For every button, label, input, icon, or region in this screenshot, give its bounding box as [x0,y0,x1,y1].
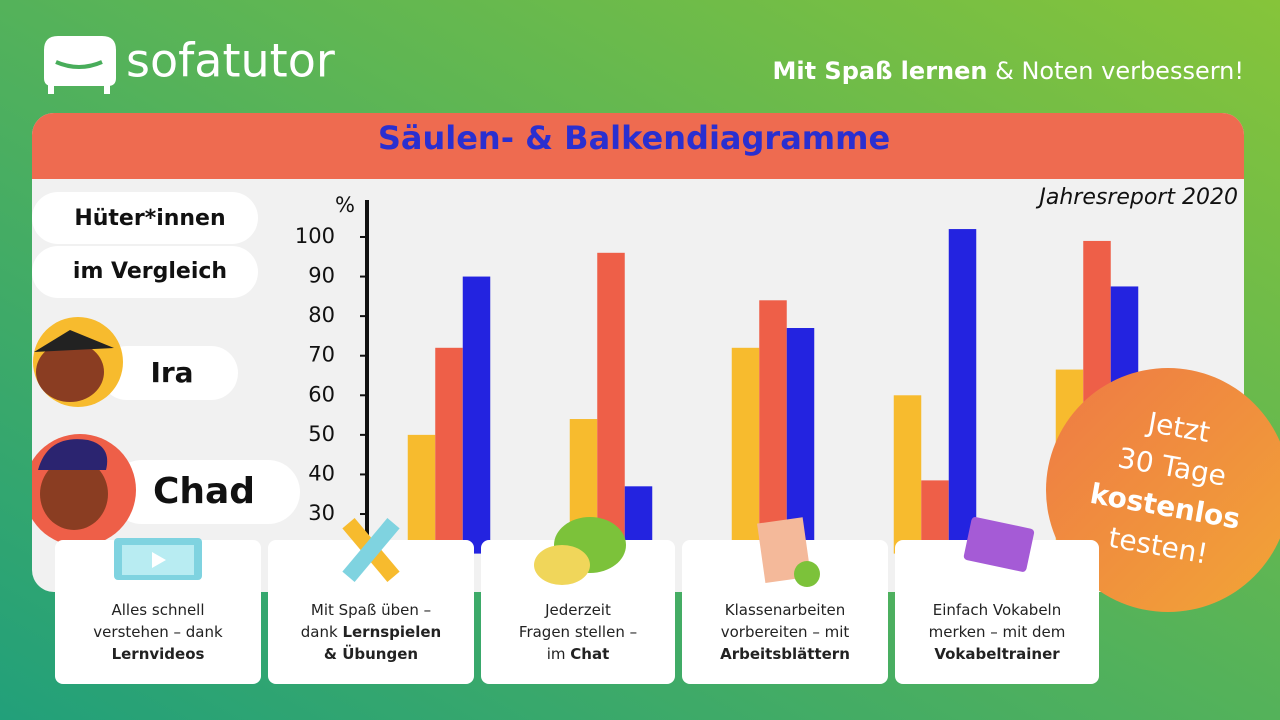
tagline: Mit Spaß lernen & Noten verbessern! [772,57,1244,85]
y-tick-label: 80 [308,303,335,327]
pill [110,460,300,524]
feature-text: Klassenarbeiten [725,601,845,619]
y-tick-label: 60 [308,382,335,406]
bar [786,328,815,554]
logo [44,36,116,94]
bar [407,434,436,554]
pill [100,346,238,400]
tagline-bold: Mit Spaß lernen [772,57,987,85]
bar [759,300,787,554]
feature-icon [963,516,1035,572]
feature-card[interactable] [481,540,675,684]
feature-card[interactable] [55,540,261,684]
feature-text: Arbeitsblättern [720,645,850,663]
feature-text: Alles schnell [111,601,204,619]
feature-text: dank Lernspielen [301,623,441,641]
y-tick-label: 50 [308,422,335,446]
feature-icon [342,518,400,582]
feature-text: & Übungen [324,644,418,663]
feature-icon [757,517,820,587]
feature-text-part: Chat [570,645,609,663]
avatar-face [40,458,108,530]
y-tick-label: 90 [308,264,335,288]
feature-text: Vokabeltrainer [934,645,1060,663]
y-tick-label: 30 [308,501,335,525]
feature-text-part: im [547,645,571,663]
feature-text-part: Vokabeltrainer [934,645,1060,663]
panel-header [32,113,1244,179]
feature-text-part: vorbereiten – mit [721,623,850,641]
panel-subtitle: Jahresreport 2020 [1035,185,1238,210]
feature-text-part: Fragen stellen – [519,623,637,641]
cards: Alles schnell verstehen – dank Lernvideos M… [55,516,1099,684]
pill [32,192,258,244]
feature-text-part: Klassenarbeiten [725,601,845,619]
pill [32,246,258,298]
feature-text: Mit Spaß üben – [311,601,431,619]
feature-text-part: dank [301,623,343,641]
panel: % 30 40 50 60 70 80 90 100 [32,113,1244,592]
avatar-face [36,342,104,402]
feature-text-part: merken – mit dem [929,623,1066,641]
bar [597,252,625,554]
feature-card[interactable] [268,540,474,684]
feature-text-part: Lernspielen [342,623,441,641]
feature-text: Fragen stellen – [519,623,637,641]
feature-text: Einfach Vokabeln [933,601,1061,619]
bar [731,347,760,554]
avatar-hat [34,330,114,352]
y-tick-label: 70 [308,343,335,367]
panel-title: Säulen- & Balkendiagramme [378,119,890,157]
bar [462,276,491,554]
feature-card[interactable] [895,540,1099,684]
badge[interactable] [1046,368,1280,612]
feature-text: vorbereiten – mit [721,623,850,641]
feature-text-part: Lernvideos [112,645,205,663]
feature-text: im Chat [547,645,610,663]
sidebar-line: im Vergleich [73,259,227,284]
feature-text-part: Arbeitsblättern [720,645,850,663]
bar [948,229,977,554]
feature-text-part: Alles schnell [111,601,204,619]
y-axis-label: % [335,193,355,217]
feature-icon [114,538,202,580]
character-name: Ira [150,356,193,389]
feature-text: verstehen – dank [93,623,223,641]
brand: sofatutor [126,34,335,88]
character-name: Chad [153,471,255,512]
sidebar-line: Hüter*innen [74,206,225,231]
avatar-hair [38,439,108,470]
feature-text: merken – mit dem [929,623,1066,641]
feature-text: Jederzeit [544,601,611,619]
tagline-rest: & Noten verbessern! [987,57,1244,85]
y-tick-label: 40 [308,461,335,485]
feature-text-part: Einfach Vokabeln [933,601,1061,619]
feature-icon [534,517,626,585]
bar [435,347,463,554]
feature-text: Lernvideos [112,645,205,663]
feature-text-part: verstehen – dank [93,623,223,641]
y-tick-label: 100 [295,224,335,248]
feature-card[interactable] [682,540,888,684]
feature-text-part: & Übungen [324,644,418,663]
feature-text-part: Jederzeit [544,601,611,619]
bar [893,395,922,554]
feature-text-part: Mit Spaß üben – [311,601,431,619]
